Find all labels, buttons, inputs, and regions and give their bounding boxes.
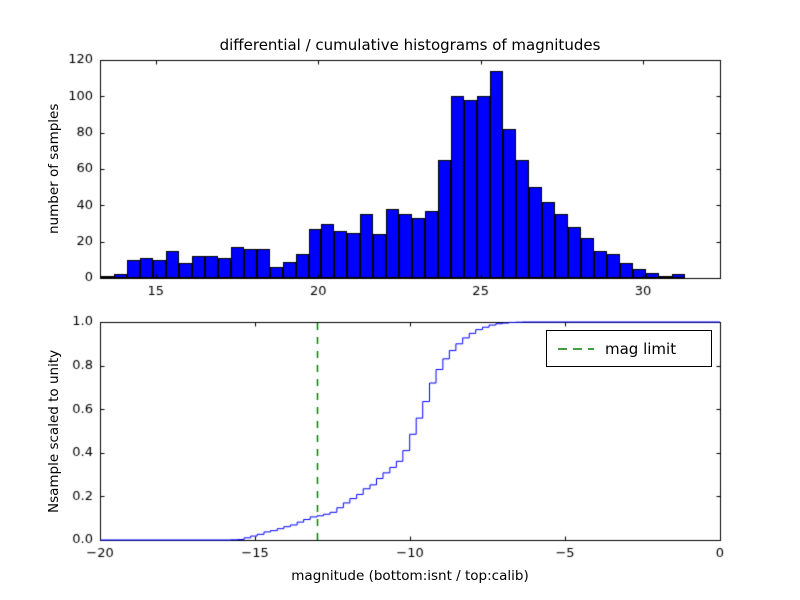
legend-label: mag limit [605, 339, 677, 358]
top-y-axis-label: number of samples [46, 103, 62, 235]
x-axis-label: magnitude (bottom:isnt / top:calib) [291, 568, 529, 584]
bottom-y-axis-label: Nsample scaled to unity [46, 349, 62, 513]
legend-box: mag limit [546, 330, 712, 367]
legend-dashed-line-icon [558, 347, 594, 350]
figure-title: differential / cumulative histograms of … [219, 36, 601, 54]
